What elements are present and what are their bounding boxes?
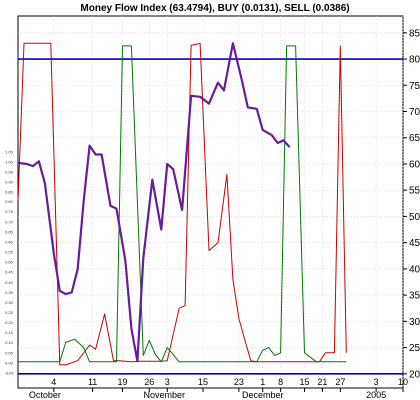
right-tick-label-12: 80 [409,55,420,66]
grid-layer [18,16,404,388]
right-tick-label-13: 85 [409,28,420,39]
right-tick-label-11: 75 [409,81,420,92]
left-tick-label-12: 0.55 [5,250,14,255]
x-tick-label-4: 3 [165,377,170,387]
right-tick-label-8: 60 [409,159,420,170]
left-tick-label-16: 0.75 [5,209,14,214]
right-axis: 20 25 30 35 40 45 50 55 60 65 70 75 80 85 [403,28,420,380]
chart-title: Money Flow Index (63.4794), BUY (0.0131)… [80,3,349,14]
right-tick-label-2: 30 [409,317,420,328]
left-tick-label-21: 1.00 [5,159,14,164]
left-tick-label-6: 0.25 [5,310,14,315]
right-tick-label-4: 40 [409,264,420,275]
series-layer [17,42,347,366]
right-tick-label-5: 45 [409,238,420,249]
plot-frame [17,15,404,389]
left-tick-label-11: 0.50 [5,260,14,265]
x-tick-label-10: 21 [317,377,327,387]
x-tick-label-5: 15 [198,377,208,387]
left-tick-label-7: 0.30 [5,300,14,305]
left-tick-label-20: 0.95 [5,169,14,174]
x-tick-label-6: 23 [234,377,244,387]
threshold-lines [18,58,403,375]
x-tick-label-0: 4 [51,377,56,387]
left-tick-label-9: 0.40 [5,280,14,285]
buy-line [18,45,347,363]
right-tick-label-9: 65 [409,133,420,144]
left-tick-label-8: 0.35 [5,290,14,295]
sell-line [17,42,347,366]
left-tick-label-4: 0.15 [5,330,14,335]
left-tick-label-14: 0.65 [5,230,14,235]
x-tick-label-1: 11 [88,377,97,387]
right-tick-label-0: 20 [409,369,420,380]
left-tick-label-5: 0.20 [5,320,14,325]
left-tick-label-13: 0.60 [5,240,14,245]
mfi-line [17,42,291,363]
left-tick-label-19: 0.90 [5,179,14,184]
x-month-label-2: December [242,390,284,400]
right-tick-label-10: 70 [409,107,420,118]
x-tick-label-13: 10 [398,377,408,387]
x-axis: 4 11 19 26 3 15 23 1 8 15 21 27 3 10 October November De… [29,377,408,400]
left-tick-label-18: 0.85 [5,189,14,194]
x-tick-label-12: 3 [374,377,379,387]
x-tick-label-7: 1 [260,377,265,387]
x-tick-label-3: 26 [144,377,154,387]
x-tick-label-8: 8 [278,377,283,387]
left-tick-label-3: 0.10 [5,340,14,345]
left-tick-label-1: 0.00 [5,360,14,365]
x-month-label-0: October [29,390,61,400]
left-tick-label-2: 0.05 [5,350,14,355]
right-tick-label-1: 25 [409,343,420,354]
right-tick-label-3: 35 [409,291,420,302]
left-tick-label-22: 1.05 [5,149,14,154]
x-tick-label-2: 19 [117,377,127,387]
x-tick-label-11: 27 [335,377,345,387]
x-month-label-1: November [143,390,185,400]
x-tick-label-9: 15 [300,377,310,387]
left-tick-label-10: 0.45 [5,270,14,275]
right-tick-label-7: 55 [409,186,420,197]
left-axis: -0.05 0.00 0.05 0.10 0.15 0.20 0.25 0.30 0.35 0.4… [4,149,14,375]
left-tick-label-0: -0.05 [4,370,14,375]
left-tick-label-17: 0.80 [5,199,14,204]
x-month-label-3: 2005 [366,390,386,400]
right-tick-label-6: 50 [409,212,420,223]
left-tick-label-15: 0.70 [5,220,14,225]
